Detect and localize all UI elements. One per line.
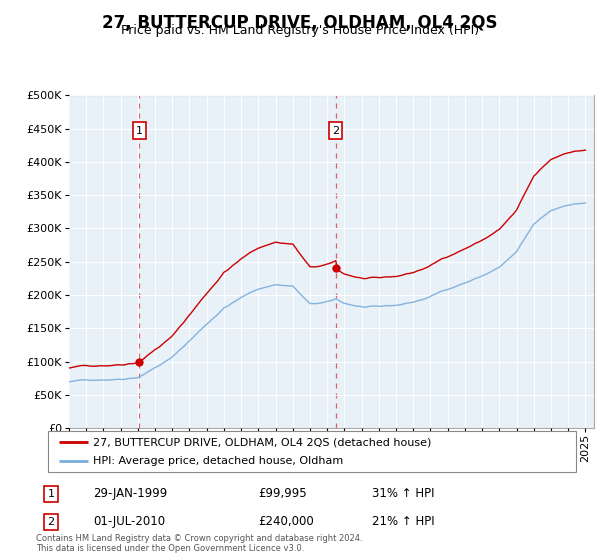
Text: Price paid vs. HM Land Registry's House Price Index (HPI): Price paid vs. HM Land Registry's House … (121, 24, 479, 37)
Text: 21% ↑ HPI: 21% ↑ HPI (372, 515, 434, 529)
Text: 29-JAN-1999: 29-JAN-1999 (93, 487, 167, 501)
Text: 1: 1 (136, 125, 143, 136)
Text: £240,000: £240,000 (258, 515, 314, 529)
Text: 1: 1 (47, 489, 55, 499)
Text: Contains HM Land Registry data © Crown copyright and database right 2024.
This d: Contains HM Land Registry data © Crown c… (36, 534, 362, 553)
FancyBboxPatch shape (48, 431, 576, 472)
Text: 01-JUL-2010: 01-JUL-2010 (93, 515, 165, 529)
Text: 31% ↑ HPI: 31% ↑ HPI (372, 487, 434, 501)
Text: 2: 2 (332, 125, 340, 136)
Text: £99,995: £99,995 (258, 487, 307, 501)
Text: 27, BUTTERCUP DRIVE, OLDHAM, OL4 2QS (detached house): 27, BUTTERCUP DRIVE, OLDHAM, OL4 2QS (de… (93, 437, 431, 447)
Text: 27, BUTTERCUP DRIVE, OLDHAM, OL4 2QS: 27, BUTTERCUP DRIVE, OLDHAM, OL4 2QS (102, 14, 498, 32)
Text: HPI: Average price, detached house, Oldham: HPI: Average price, detached house, Oldh… (93, 456, 343, 465)
Text: 2: 2 (47, 517, 55, 527)
